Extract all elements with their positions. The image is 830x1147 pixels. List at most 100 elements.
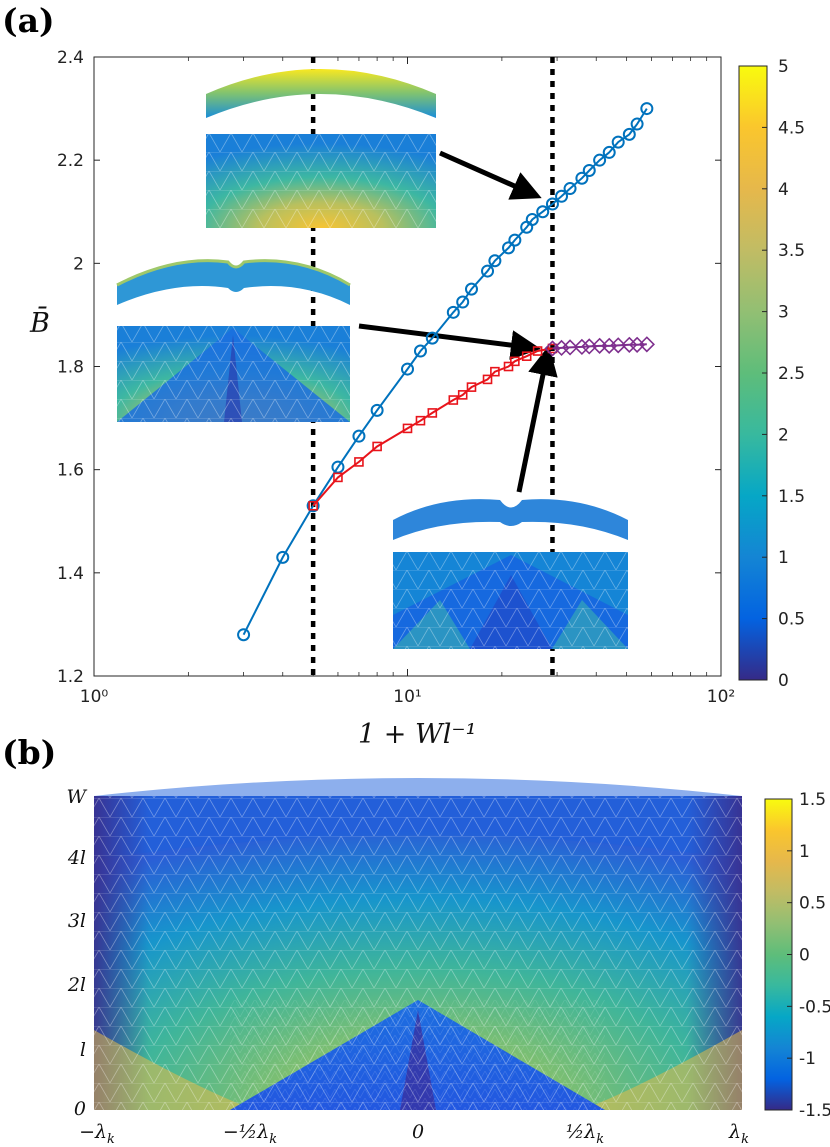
y-tick-label-a: 1.2 (57, 667, 84, 687)
y-axis-label-a: B̄ (29, 305, 50, 339)
data-point-square (457, 390, 468, 400)
x-tick-label-a: 10⁰ (80, 687, 109, 707)
x-tick-label-b: λk (728, 1121, 749, 1147)
data-point-circle (306, 499, 320, 513)
panel-label-b: (b) (2, 733, 56, 772)
data-point-diamond (561, 339, 579, 356)
data-point-square (415, 415, 426, 426)
data-point-circle (464, 282, 478, 296)
y-tick-label-b: W (66, 786, 87, 808)
data-point-square (308, 500, 318, 511)
x-axis-label-a: 1 + Wl⁻¹ (358, 719, 476, 750)
data-point-square (521, 351, 532, 361)
colorbar-a-label: 4.5 (778, 118, 805, 138)
x-tick-label-a: 10² (707, 687, 735, 707)
y-tick-label-a: 2.4 (57, 48, 84, 68)
data-point-circle (622, 127, 636, 141)
y-tick-label-a: 1.8 (57, 358, 84, 378)
data-point-circle (555, 189, 569, 203)
colorbar-a: 0 0.5 1 1.5 2 2.5 3 3.5 4 4.5 5 (738, 57, 805, 691)
data-point-circle (425, 331, 439, 345)
data-point-diamond (573, 338, 591, 356)
y-tick-label-b: 4l (67, 847, 86, 869)
data-point-square (372, 441, 382, 452)
data-point-square (490, 366, 500, 377)
arrow-to-ridge-state (358, 323, 541, 361)
colorbar-b-label: 1 (799, 842, 810, 862)
colorbar-b-label: -1 (799, 1049, 816, 1069)
colorbar-a-label: 1.5 (778, 487, 805, 507)
data-point-diamond (621, 336, 638, 353)
data-point-circle (525, 212, 539, 226)
y-tick-label-b: 0 (74, 1098, 86, 1120)
data-point-diamond (553, 339, 570, 357)
colorbar-a-label: 3 (778, 303, 789, 323)
data-point-circle (630, 117, 644, 131)
colorbar-a-label: 0.5 (778, 610, 805, 630)
data-point-circle (502, 241, 516, 255)
colorbar-a-label: 3.5 (778, 241, 805, 261)
data-point-square (427, 408, 438, 418)
colorbar-a-label: 2.5 (778, 364, 805, 384)
data-point-circle (575, 171, 589, 185)
data-point-circle (481, 264, 495, 278)
data-point-circle (331, 460, 345, 474)
x-tick-label-b-subscript: k (269, 1132, 277, 1147)
data-point-circle (276, 550, 290, 564)
data-point-circle (352, 429, 366, 443)
data-point-square (354, 457, 364, 467)
plot-a-axes: 1.2 1.4 1.6 1.8 2 2.2 2.4 10⁰ 10¹ 10² (57, 48, 735, 707)
data-point-circle (545, 197, 559, 211)
data-point-circle (602, 145, 616, 159)
data-point-circle (582, 163, 596, 177)
x-tick-label-a: 10¹ (393, 687, 421, 707)
y-tick-label-a: 2 (73, 254, 84, 274)
annotation-arrows (358, 150, 558, 493)
data-point-circle (370, 403, 384, 417)
data-point-circle (536, 205, 550, 219)
data-point-square (510, 356, 520, 367)
data-point-circle (611, 135, 625, 149)
data-point-square (333, 472, 343, 483)
x-tick-label-b: −λk (79, 1121, 115, 1147)
data-point-square (448, 395, 459, 405)
colorbar-b-label: 0.5 (799, 894, 826, 914)
data-point-square (532, 346, 543, 356)
colorbar-a-label: 5 (778, 57, 789, 77)
heatmap-b: −λk −½λk 0 ½λk λk 0 l 2l 3l 4l W (66, 778, 749, 1147)
x-tick-label-b-subscript: k (107, 1132, 115, 1147)
data-point-diamond (610, 337, 627, 354)
data-point-square (402, 423, 413, 434)
y-tick-label-b: 3l (68, 910, 86, 932)
inset-single-ridge-shell (116, 259, 351, 422)
data-point-circle (237, 628, 251, 642)
colorbar-a-label: 1 (778, 548, 789, 568)
inset-multi-ridge-shell (393, 499, 628, 649)
x-tick-label-b: 0 (412, 1121, 424, 1143)
colorbar-a-label: 0 (778, 671, 789, 691)
y-tick-label-b: l (80, 1039, 86, 1061)
data-point-circle (488, 254, 502, 268)
colorbar-b-label: -0.5 (799, 997, 830, 1017)
y-tick-label-b: 2l (67, 974, 86, 996)
y-tick-label-a: 1.6 (57, 461, 84, 481)
x-tick-label-b: ½λk (566, 1121, 604, 1147)
data-point-circle (401, 362, 414, 376)
data-point-square (503, 361, 514, 372)
data-point-circle (563, 182, 577, 196)
arrow-to-smooth-state (438, 150, 542, 200)
data-point-circle (446, 305, 460, 319)
x-tick-label-b-subscript: k (741, 1132, 749, 1147)
data-point-circle (413, 344, 427, 358)
data-point-square (482, 374, 493, 385)
colorbar-b: -1.5 -1 -0.5 0 0.5 1 1.5 (764, 790, 830, 1121)
data-point-circle (456, 295, 470, 309)
colorbar-b-label: 1.5 (799, 790, 826, 810)
colorbar-b-label: -1.5 (799, 1101, 830, 1121)
colorbar-a-label: 2 (778, 425, 789, 445)
data-point-circle (640, 102, 654, 116)
x-tick-label-b: −½λk (223, 1121, 277, 1147)
x-tick-label-b-subscript: k (596, 1132, 604, 1147)
panel-label-a: (a) (2, 1, 55, 40)
